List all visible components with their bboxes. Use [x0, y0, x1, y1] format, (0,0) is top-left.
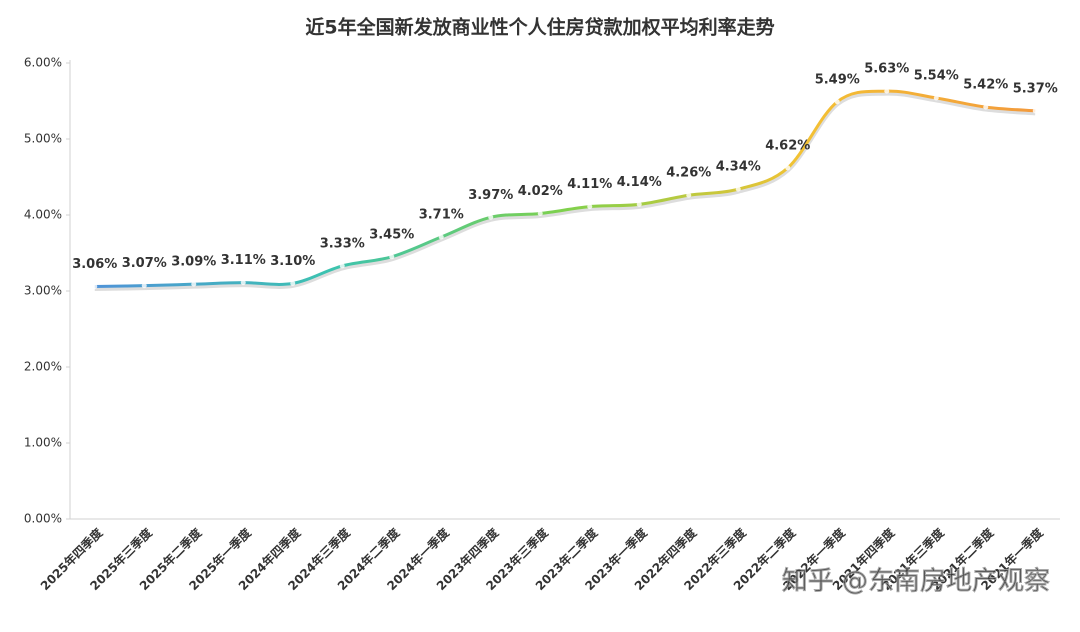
data-label: 3.11% [221, 253, 266, 268]
data-label: 3.10% [270, 254, 315, 269]
y-tick-label: 0.00% [24, 512, 62, 526]
point [884, 88, 890, 94]
y-tick-label: 2.00% [24, 360, 62, 374]
point [290, 280, 296, 286]
point [191, 281, 197, 287]
data-label: 3.09% [171, 255, 216, 270]
y-tick-label: 6.00% [24, 56, 62, 70]
y-tick-label: 3.00% [24, 284, 62, 298]
point [141, 283, 147, 289]
point [92, 283, 98, 289]
point [438, 234, 444, 240]
data-label: 4.34% [716, 160, 761, 175]
point [1032, 108, 1038, 114]
data-label: 3.71% [419, 208, 464, 223]
data-label: 5.37% [1013, 81, 1058, 96]
y-tick-label: 4.00% [24, 208, 62, 222]
line [94, 89, 1036, 288]
data-label: 5.49% [815, 72, 860, 87]
point [488, 214, 494, 220]
point [537, 210, 543, 216]
data-label: 4.26% [666, 166, 711, 181]
line-shadow [94, 90, 1036, 291]
data-label: 5.63% [864, 62, 909, 77]
data-label: 3.45% [369, 227, 414, 242]
y-tick-label: 1.00% [24, 436, 62, 450]
data-label: 3.97% [468, 188, 513, 203]
point [339, 263, 345, 269]
data-label: 4.11% [567, 177, 612, 192]
data-label: 4.62% [765, 138, 810, 153]
data-label: 3.07% [122, 256, 167, 271]
point [834, 99, 840, 105]
y-tick-label: 5.00% [24, 132, 62, 146]
watermark: 知乎 @东南房地产观察 [782, 567, 1050, 597]
data-label: 3.06% [72, 257, 117, 272]
point [240, 280, 246, 286]
data-label: 4.02% [518, 184, 563, 199]
data-label: 5.42% [963, 78, 1008, 93]
point [636, 201, 642, 207]
point [587, 204, 593, 210]
data-label: 4.14% [617, 175, 662, 190]
point [389, 254, 395, 260]
point [735, 186, 741, 192]
data-label: 3.33% [320, 236, 365, 251]
point [686, 192, 692, 198]
point [983, 104, 989, 110]
point [785, 165, 791, 171]
data-label: 5.54% [914, 68, 959, 83]
chart-title: 近5年全国新发放商业性个人住房贷款加权平均利率走势 [305, 16, 774, 39]
point [933, 95, 939, 101]
